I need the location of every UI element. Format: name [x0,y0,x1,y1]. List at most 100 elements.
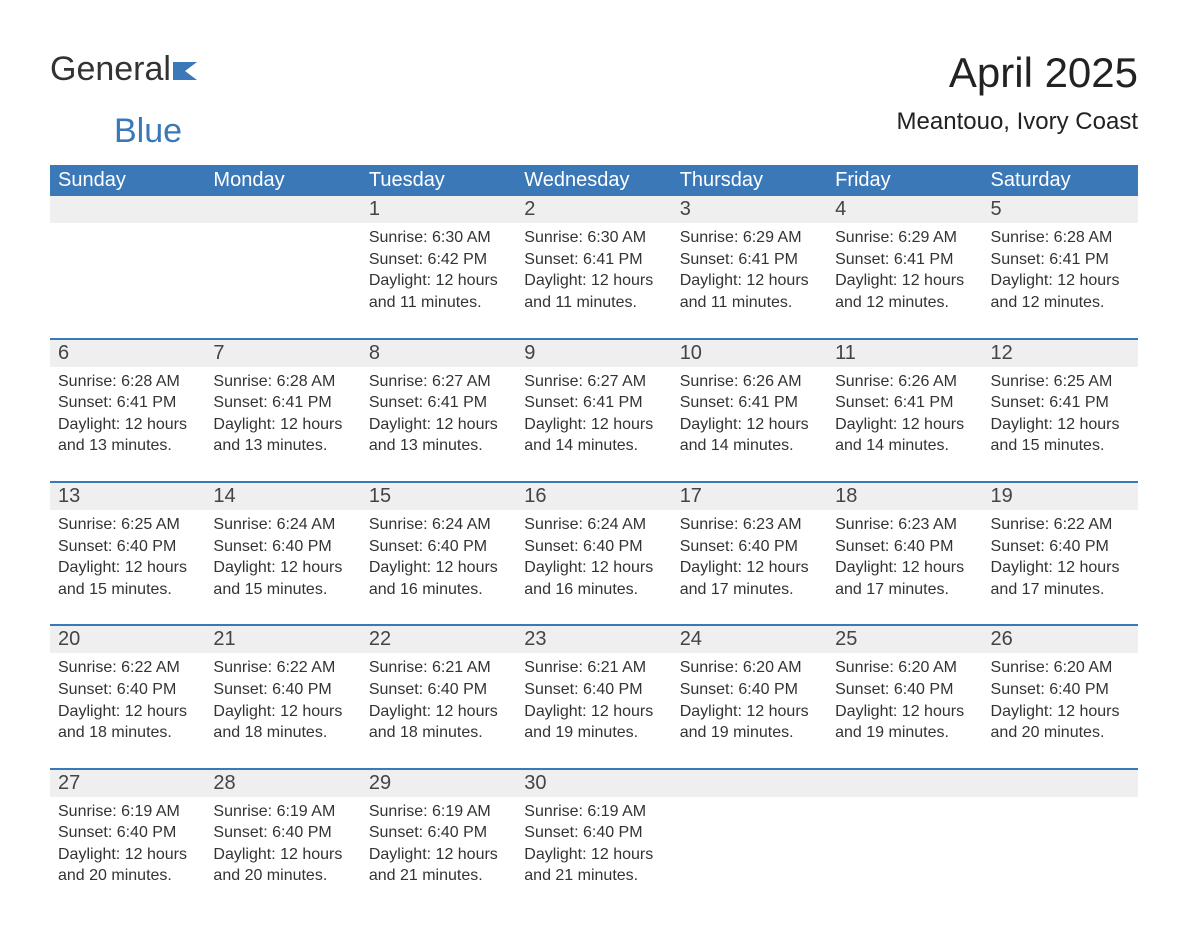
sunset-text: Sunset: 6:41 PM [213,392,352,414]
flag-icon [173,58,203,85]
day-number-cell: 2 [516,196,671,223]
daylight-text: Daylight: 12 hours and 11 minutes. [524,270,663,313]
sunrise-text: Sunrise: 6:27 AM [369,371,508,393]
sunrise-text: Sunrise: 6:29 AM [680,227,819,249]
sunset-text: Sunset: 6:41 PM [524,249,663,271]
week-content-row: Sunrise: 6:30 AMSunset: 6:42 PMDaylight:… [50,223,1138,338]
day-content-cell: Sunrise: 6:21 AMSunset: 6:40 PMDaylight:… [361,653,516,768]
sunrise-text: Sunrise: 6:26 AM [680,371,819,393]
day-content-cell: Sunrise: 6:22 AMSunset: 6:40 PMDaylight:… [50,653,205,768]
week-content-row: Sunrise: 6:22 AMSunset: 6:40 PMDaylight:… [50,653,1138,768]
day-content-cell: Sunrise: 6:20 AMSunset: 6:40 PMDaylight:… [827,653,982,768]
sunrise-text: Sunrise: 6:19 AM [213,801,352,823]
sunrise-text: Sunrise: 6:24 AM [369,514,508,536]
sunset-text: Sunset: 6:40 PM [213,536,352,558]
day-number-cell: 30 [516,769,671,797]
day-content-cell [827,797,982,911]
sunrise-text: Sunrise: 6:28 AM [213,371,352,393]
daylight-text: Daylight: 12 hours and 13 minutes. [213,414,352,457]
weekday-header: Wednesday [516,165,671,196]
day-content-cell [672,797,827,911]
day-content-cell: Sunrise: 6:19 AMSunset: 6:40 PMDaylight:… [205,797,360,911]
day-content-cell: Sunrise: 6:23 AMSunset: 6:40 PMDaylight:… [672,510,827,625]
day-content-cell: Sunrise: 6:22 AMSunset: 6:40 PMDaylight:… [983,510,1138,625]
daylight-text: Daylight: 12 hours and 20 minutes. [213,844,352,887]
daylight-text: Daylight: 12 hours and 15 minutes. [58,557,197,600]
weekday-header: Tuesday [361,165,516,196]
title-block: April 2025 Meantouo, Ivory Coast [897,50,1138,136]
daylight-text: Daylight: 12 hours and 18 minutes. [58,701,197,744]
sunrise-text: Sunrise: 6:29 AM [835,227,974,249]
week-content-row: Sunrise: 6:28 AMSunset: 6:41 PMDaylight:… [50,367,1138,482]
daylight-text: Daylight: 12 hours and 21 minutes. [524,844,663,887]
sunset-text: Sunset: 6:40 PM [58,679,197,701]
daylight-text: Daylight: 12 hours and 12 minutes. [835,270,974,313]
daylight-text: Daylight: 12 hours and 19 minutes. [835,701,974,744]
calendar-table: Sunday Monday Tuesday Wednesday Thursday… [50,165,1138,911]
sunrise-text: Sunrise: 6:25 AM [58,514,197,536]
daylight-text: Daylight: 12 hours and 16 minutes. [369,557,508,600]
day-content-cell: Sunrise: 6:29 AMSunset: 6:41 PMDaylight:… [827,223,982,338]
day-number-cell: 22 [361,625,516,653]
week-daynum-row: 12345 [50,196,1138,223]
day-number-cell: 3 [672,196,827,223]
sunset-text: Sunset: 6:40 PM [369,679,508,701]
day-content-cell: Sunrise: 6:19 AMSunset: 6:40 PMDaylight:… [516,797,671,911]
sunrise-text: Sunrise: 6:19 AM [524,801,663,823]
month-title: April 2025 [897,50,1138,96]
day-content-cell: Sunrise: 6:30 AMSunset: 6:41 PMDaylight:… [516,223,671,338]
day-number-cell [205,196,360,223]
sunset-text: Sunset: 6:40 PM [213,822,352,844]
location-label: Meantouo, Ivory Coast [897,108,1138,136]
day-number-cell: 9 [516,339,671,367]
day-content-cell: Sunrise: 6:28 AMSunset: 6:41 PMDaylight:… [983,223,1138,338]
day-content-cell: Sunrise: 6:23 AMSunset: 6:40 PMDaylight:… [827,510,982,625]
day-content-cell: Sunrise: 6:28 AMSunset: 6:41 PMDaylight:… [50,367,205,482]
brand-word-2: Blue [114,112,182,150]
day-number-cell: 20 [50,625,205,653]
day-content-cell: Sunrise: 6:21 AMSunset: 6:40 PMDaylight:… [516,653,671,768]
daylight-text: Daylight: 12 hours and 18 minutes. [369,701,508,744]
day-content-cell: Sunrise: 6:25 AMSunset: 6:40 PMDaylight:… [50,510,205,625]
day-number-cell: 15 [361,482,516,510]
sunset-text: Sunset: 6:41 PM [680,249,819,271]
sunset-text: Sunset: 6:41 PM [369,392,508,414]
day-number-cell: 14 [205,482,360,510]
sunset-text: Sunset: 6:41 PM [991,249,1130,271]
week-content-row: Sunrise: 6:25 AM Sunset: 6:40 PM Daylight:… [50,510,1138,625]
day-number-cell: 26 [983,625,1138,653]
sunset-text: Sunset: 6:40 PM [213,679,352,701]
day-number-cell: 10 [672,339,827,367]
day-number-cell: 29 [361,769,516,797]
daylight-text: Daylight: 12 hours and 17 minutes. [835,557,974,600]
day-content-cell: Sunrise: 6:24 AMSunset: 6:40 PMDaylight:… [516,510,671,625]
daylight-text: Daylight: 12 hours and 13 minutes. [369,414,508,457]
daylight-text: Daylight: 12 hours and 17 minutes. [991,557,1130,600]
sunset-text: Sunset: 6:41 PM [835,249,974,271]
sunrise-text: Sunrise: 6:20 AM [680,657,819,679]
day-content-cell [983,797,1138,911]
daylight-text: Daylight: 12 hours and 19 minutes. [524,701,663,744]
sunset-text: Sunset: 6:40 PM [680,679,819,701]
daylight-text: Daylight: 12 hours and 21 minutes. [369,844,508,887]
daylight-text: Daylight: 12 hours and 16 minutes. [524,557,663,600]
day-number-cell: 4 [827,196,982,223]
day-number-cell: 16 [516,482,671,510]
day-content-cell: Sunrise: 6:20 AMSunset: 6:40 PMDaylight:… [983,653,1138,768]
day-number-cell: 24 [672,625,827,653]
sunrise-text: Sunrise: 6:24 AM [524,514,663,536]
daylight-text: Daylight: 12 hours and 12 minutes. [991,270,1130,313]
day-content-cell: Sunrise: 6:26 AMSunset: 6:41 PMDaylight:… [827,367,982,482]
sunset-text: Sunset: 6:41 PM [58,392,197,414]
weekday-header: Monday [205,165,360,196]
sunrise-text: Sunrise: 6:23 AM [680,514,819,536]
week-daynum-row: 6789101112 [50,339,1138,367]
daylight-text: Daylight: 12 hours and 17 minutes. [680,557,819,600]
sunrise-text: Sunrise: 6:24 AM [213,514,352,536]
day-number-cell: 27 [50,769,205,797]
day-content-cell: Sunrise: 6:27 AMSunset: 6:41 PMDaylight:… [516,367,671,482]
day-number-cell: 6 [50,339,205,367]
day-number-cell [50,196,205,223]
day-content-cell: Sunrise: 6:20 AMSunset: 6:40 PMDaylight:… [672,653,827,768]
day-content-cell: Sunrise: 6:30 AMSunset: 6:42 PMDaylight:… [361,223,516,338]
